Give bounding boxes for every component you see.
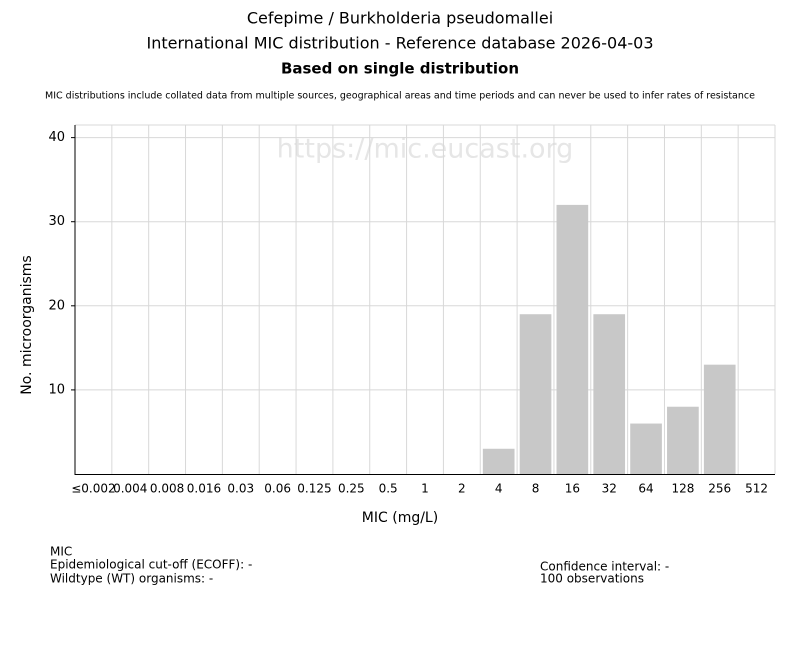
x-tick-label: 256	[708, 482, 731, 496]
footer-text: Wildtype (WT) organisms: -	[50, 572, 213, 586]
x-tick-label: 0.004	[113, 482, 147, 496]
bar	[667, 406, 699, 474]
x-tick-label: 0.5	[379, 482, 398, 496]
x-tick-label: 32	[602, 482, 617, 496]
bar	[630, 423, 662, 474]
x-tick-label: 0.125	[297, 482, 331, 496]
y-tick-label: 30	[48, 214, 65, 229]
x-tick-label: 0.06	[264, 482, 291, 496]
footer-text: MIC	[50, 545, 72, 559]
footer-text: Confidence interval: -	[540, 560, 669, 574]
x-tick-label: 4	[495, 482, 503, 496]
bar	[703, 364, 736, 474]
x-tick-label: 0.008	[150, 482, 184, 496]
y-tick-label: 20	[48, 298, 65, 313]
x-tick-label: 512	[745, 482, 768, 496]
chart-subtitle: International MIC distribution - Referen…	[146, 34, 653, 53]
footer-text: Epidemiological cut-off (ECOFF): -	[50, 558, 252, 572]
x-axis-label: MIC (mg/L)	[362, 510, 438, 526]
x-tick-label: 16	[565, 482, 580, 496]
x-tick-label: 2	[458, 482, 466, 496]
x-tick-label: 0.25	[338, 482, 365, 496]
bar	[556, 204, 589, 474]
bar	[593, 314, 626, 474]
x-tick-label: ≤0.002	[71, 482, 115, 496]
y-axis-label: No. microorganisms	[19, 255, 35, 394]
chart-heading: Based on single distribution	[281, 60, 519, 78]
bar	[482, 448, 515, 474]
x-tick-label: 64	[638, 482, 653, 496]
y-tick-label: 10	[48, 382, 65, 397]
x-tick-label: 1	[421, 482, 429, 496]
watermark: https://mic.eucast.org	[277, 134, 574, 165]
footer-text: 100 observations	[540, 572, 644, 586]
chart-note: MIC distributions include collated data …	[45, 91, 755, 102]
chart-title: Cefepime / Burkholderia pseudomallei	[247, 9, 553, 28]
x-tick-label: 0.016	[187, 482, 221, 496]
x-tick-label: 8	[532, 482, 540, 496]
bar	[519, 314, 552, 474]
x-tick-label: 0.03	[227, 482, 254, 496]
x-tick-label: 128	[671, 482, 694, 496]
y-tick-label: 40	[48, 130, 65, 145]
